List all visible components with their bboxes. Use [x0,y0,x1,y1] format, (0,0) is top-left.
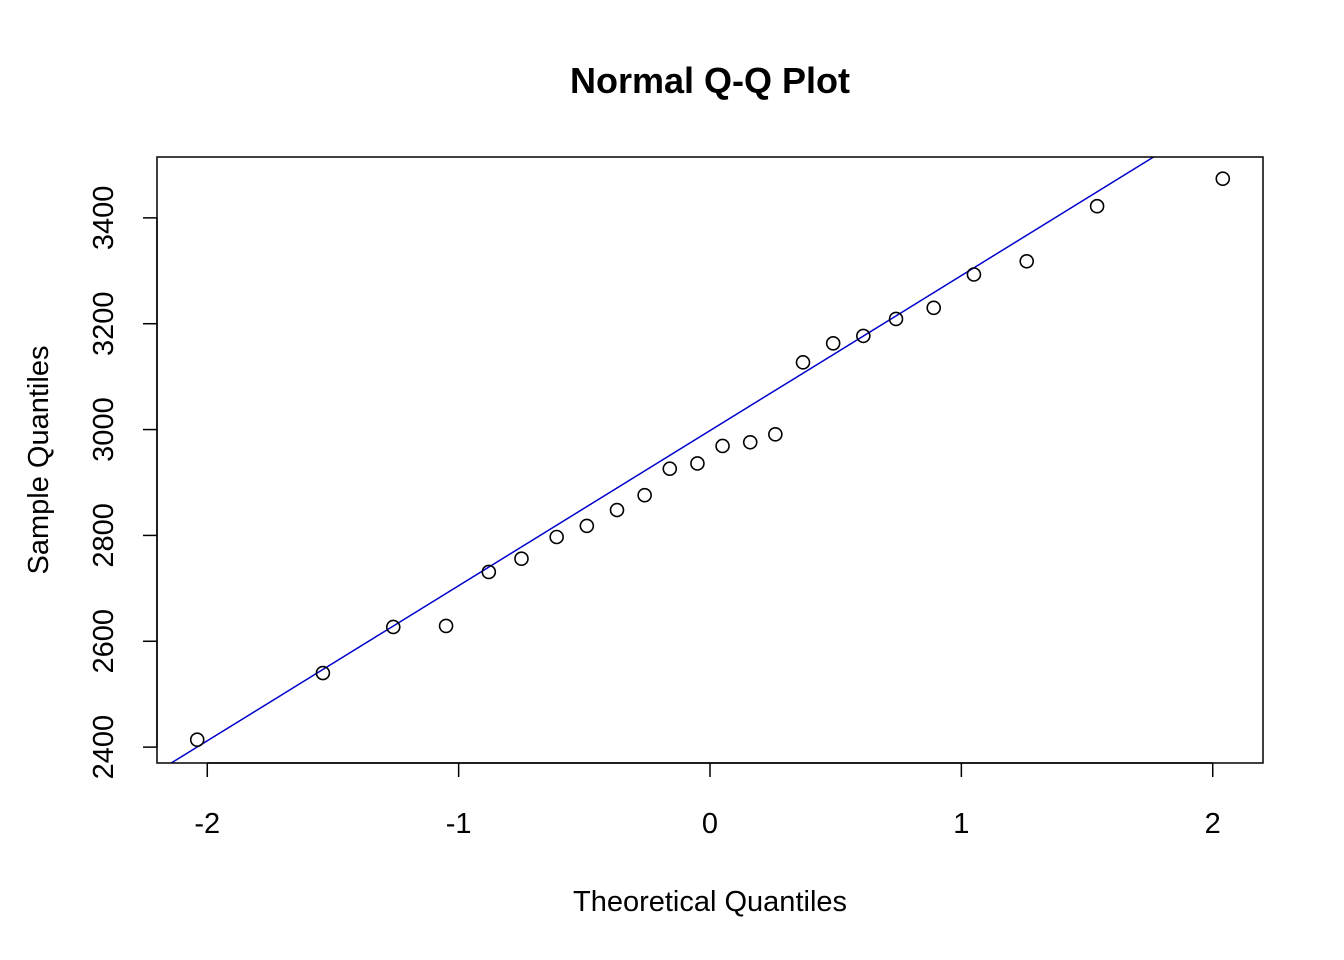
x-axis: -2 -1 0 1 2 [194,762,1221,840]
x-tick-label: -1 [446,808,472,840]
data-point [926,300,942,316]
y-axis: 2400 2600 2800 3000 3200 3400 [88,186,158,780]
data-point [189,732,205,748]
data-point [1019,253,1035,269]
data-point [549,529,564,545]
data-point [795,355,811,370]
data-point [662,461,678,477]
x-tick-label: 1 [953,808,969,840]
plot-frame [156,156,1264,764]
points-layer [189,171,1231,748]
data-point [856,328,871,344]
y-tick-label: 2400 [88,715,120,780]
data-point [888,311,904,327]
x-tick-label: -2 [194,808,220,840]
y-axis-label: Sample Quantiles [23,346,55,575]
reference-line-layer [169,157,1155,763]
y-tick-label: 3400 [88,186,120,251]
data-point [438,618,454,634]
data-point [609,502,625,518]
qq-reference-line [169,157,1155,763]
x-tick-label: 2 [1205,808,1221,840]
x-axis-label: Theoretical Quantiles [573,886,847,918]
data-point [768,427,783,442]
y-tick-label: 2800 [88,503,120,568]
data-point [825,335,841,351]
data-point [637,487,652,503]
data-point [514,551,529,567]
y-tick-label: 2600 [88,609,120,674]
data-point [690,456,705,471]
data-point [742,434,758,450]
y-tick-label: 3200 [88,291,120,356]
data-point [385,619,401,635]
y-tick-label: 3000 [88,397,120,462]
data-point [715,438,730,454]
data-point [1089,198,1105,214]
data-point [315,665,331,681]
data-point [966,267,982,282]
chart-title: Normal Q-Q Plot [570,60,850,101]
data-point [579,518,595,534]
data-point [1215,171,1231,186]
data-point [481,564,497,580]
x-tick-label: 0 [702,808,718,840]
